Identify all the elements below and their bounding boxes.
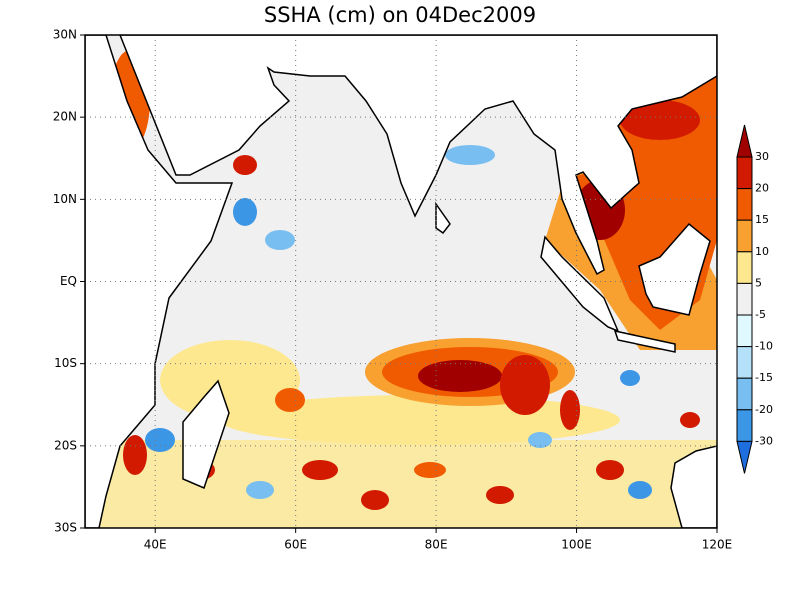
title: SSHA (cm) on 04Dec2009: [264, 3, 536, 27]
colorbar-label: 30: [755, 150, 769, 163]
lat-label: 30S: [54, 521, 77, 535]
colorbar-label: 20: [755, 182, 769, 195]
lat-label: 10N: [53, 192, 77, 206]
colorbar-bin: [736, 377, 753, 411]
coastlines: [85, 35, 717, 528]
lon-label: 60E: [284, 538, 307, 552]
lat-label: 20S: [54, 438, 77, 452]
colorbar-label: 15: [755, 213, 769, 226]
colorbar-label: -5: [755, 308, 766, 321]
colorbar-label: -15: [755, 371, 773, 384]
lat-label: 10S: [54, 356, 77, 370]
lat-label: EQ: [60, 274, 77, 288]
colorbar-bin: [736, 251, 753, 284]
colorbar-bin: [736, 409, 753, 442]
lat-label: 20N: [53, 110, 77, 124]
lon-label: 120E: [702, 538, 733, 552]
colorbar-bin: [736, 188, 753, 221]
colorbar-bin: [736, 346, 753, 379]
colorbar-bin: [736, 314, 753, 348]
lon-label: 80E: [425, 538, 448, 552]
colorbar: 30 20 15 10 5 -5 -10 -15 -20 -30: [736, 124, 773, 474]
colorbar-bin: [736, 156, 753, 190]
colorbar-label: 5: [755, 276, 762, 289]
lon-label: 40E: [144, 538, 167, 552]
colorbar-label: -30: [755, 434, 773, 447]
map-frame: [84, 34, 718, 529]
lat-label: 30N: [53, 28, 77, 42]
graticule: 40E 60E 80E 100E 120E 30N 20N 10N EQ 10S 20S 30S: [53, 28, 733, 552]
colorbar-bin: [736, 282, 753, 316]
colorbar-cap: [736, 440, 753, 474]
lon-label: 100E: [561, 538, 592, 552]
colorbar-label: 10: [755, 245, 769, 258]
colorbar-label: -10: [755, 340, 773, 353]
colorbar-cap: [736, 124, 753, 158]
colorbar-bin: [736, 219, 753, 253]
colorbar-label: -20: [755, 403, 773, 416]
